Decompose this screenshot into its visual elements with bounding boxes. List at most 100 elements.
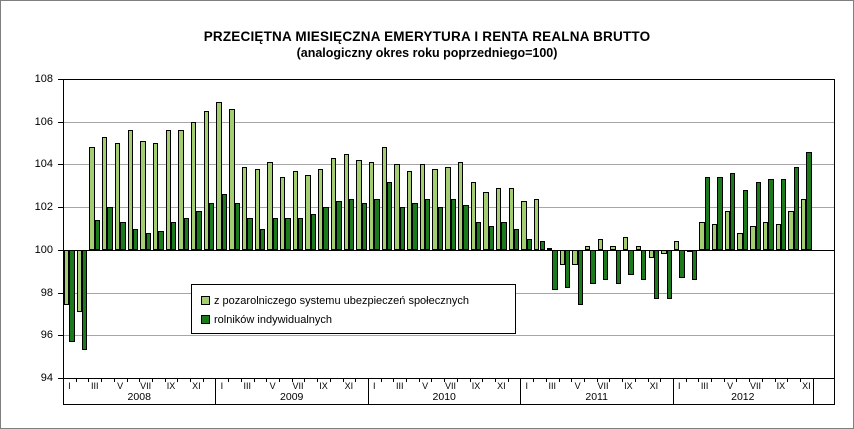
y-axis-line bbox=[63, 79, 64, 404]
plot-top-border bbox=[63, 79, 834, 80]
y-axis-tick-108 bbox=[58, 79, 63, 80]
plot-bottom-axis bbox=[63, 378, 835, 379]
month-label-2009-III: III bbox=[243, 381, 251, 391]
bar-light-2008-X bbox=[178, 130, 184, 250]
bar-light-2008-IX bbox=[165, 130, 171, 250]
bar-dark-2010-I bbox=[374, 198, 380, 250]
month-tick bbox=[164, 378, 166, 382]
bar-dark-2011-XII bbox=[666, 249, 672, 299]
year-label-2011: 2011 bbox=[585, 391, 608, 403]
bar-light-2008-VIII bbox=[152, 143, 159, 250]
y-axis-label-104: 104 bbox=[34, 158, 53, 171]
bar-dark-2008-III bbox=[94, 219, 101, 250]
bar-light-2008-III bbox=[89, 147, 95, 250]
bar-dark-2011-II bbox=[539, 241, 545, 250]
bar-light-2009-VI bbox=[280, 177, 286, 250]
month-label-2008-VII: VII bbox=[140, 381, 152, 391]
month-tick bbox=[456, 378, 458, 382]
bar-light-2008-I bbox=[64, 249, 70, 306]
month-tick bbox=[583, 378, 585, 382]
bar-dark-2010-IX bbox=[475, 222, 482, 250]
bar-dark-2012-VI bbox=[742, 190, 749, 250]
bar-dark-2012-IX bbox=[780, 179, 787, 250]
chart-title-line1: PRZECIĘTNA MIESIĘCZNA EMERYTURA I RENTA … bbox=[203, 29, 651, 44]
bar-light-2008-II bbox=[76, 249, 83, 312]
month-tick bbox=[647, 378, 649, 382]
month-label-2010-IX: IX bbox=[471, 381, 481, 391]
baseline-100 bbox=[63, 250, 834, 251]
bar-light-2011-XI bbox=[648, 249, 654, 259]
month-label-2010-V: V bbox=[422, 381, 429, 391]
month-tick bbox=[609, 378, 611, 382]
bar-dark-2008-XII bbox=[209, 202, 215, 250]
month-label-2011-IX: IX bbox=[624, 381, 633, 391]
bar-light-2010-XII bbox=[508, 187, 515, 250]
y-axis-tick-102 bbox=[58, 207, 63, 209]
bar-light-2009-III bbox=[241, 166, 248, 250]
bar-dark-2011-I bbox=[526, 239, 533, 250]
month-tick bbox=[75, 378, 77, 382]
bar-light-2012-VIII bbox=[762, 222, 769, 250]
month-label-2010-I: I bbox=[373, 381, 376, 391]
bar-dark-2009-X bbox=[336, 200, 342, 250]
legend-label-nonfarm: z pozarolniczego systemu ubezpieczeń spo… bbox=[214, 294, 469, 307]
bar-light-2011-VII bbox=[597, 239, 604, 250]
month-tick bbox=[355, 378, 357, 382]
month-tick bbox=[304, 378, 306, 382]
bar-dark-2009-VI bbox=[285, 217, 291, 250]
month-label-2012-I: I bbox=[678, 381, 681, 391]
bar-dark-2012-III bbox=[704, 177, 711, 250]
bar-light-2011-X bbox=[635, 245, 642, 250]
y-axis-tick-106 bbox=[58, 121, 63, 123]
bar-dark-2008-IV bbox=[107, 207, 113, 250]
month-label-2012-III: III bbox=[700, 381, 709, 391]
bar-dark-2010-XII bbox=[514, 228, 520, 250]
bar-light-2010-IX bbox=[470, 181, 476, 250]
bar-light-2012-IV bbox=[712, 224, 718, 250]
bar-dark-2011-X bbox=[641, 249, 647, 280]
year-separator-2009 bbox=[215, 378, 217, 404]
bar-dark-2010-V bbox=[425, 198, 431, 250]
month-tick bbox=[151, 378, 153, 382]
gridline-96 bbox=[63, 335, 834, 337]
bar-light-2010-XI bbox=[496, 187, 502, 250]
bar-dark-2012-XI bbox=[806, 151, 812, 250]
bar-dark-2008-I bbox=[69, 249, 75, 342]
month-tick bbox=[240, 378, 242, 382]
legend-marker-dark-icon bbox=[201, 315, 210, 324]
bar-dark-2009-I bbox=[221, 194, 228, 250]
y-axis-label-94: 94 bbox=[40, 372, 53, 384]
y-axis-tick-96 bbox=[58, 335, 63, 337]
bar-dark-2009-V bbox=[272, 217, 278, 250]
bar-dark-2008-II bbox=[82, 249, 88, 351]
month-label-2010-XI: XI bbox=[497, 381, 506, 391]
bar-light-2009-VII bbox=[292, 170, 299, 250]
bar-dark-2008-V bbox=[120, 222, 126, 250]
month-label-2012-V: V bbox=[727, 381, 734, 391]
bar-light-2012-X bbox=[788, 211, 794, 250]
year-separator-end bbox=[812, 378, 814, 404]
bar-dark-2009-III bbox=[247, 217, 253, 250]
bar-light-2011-I bbox=[521, 200, 527, 250]
month-tick bbox=[329, 378, 331, 382]
gridline-106 bbox=[63, 121, 834, 123]
bar-light-2010-I bbox=[368, 162, 375, 250]
bar-dark-2011-VII bbox=[603, 249, 609, 280]
month-tick bbox=[698, 378, 700, 382]
bar-dark-2009-XI bbox=[348, 198, 355, 250]
bar-dark-2012-I bbox=[679, 249, 685, 278]
month-tick bbox=[393, 378, 395, 382]
month-label-2010-III: III bbox=[395, 381, 404, 391]
y-axis-label-98: 98 bbox=[40, 286, 53, 299]
month-tick bbox=[88, 378, 90, 382]
bar-dark-2011-VIII bbox=[615, 249, 622, 284]
bar-light-2009-II bbox=[229, 108, 235, 250]
bar-dark-2011-V bbox=[577, 249, 583, 306]
bar-dark-2012-X bbox=[793, 166, 799, 250]
month-tick bbox=[558, 378, 560, 382]
month-label-2011-V: V bbox=[574, 381, 581, 391]
month-tick bbox=[266, 378, 268, 382]
bar-light-2011-XII bbox=[661, 249, 667, 255]
y-axis-tick-98 bbox=[58, 292, 63, 294]
bar-dark-2008-IX bbox=[171, 222, 177, 250]
